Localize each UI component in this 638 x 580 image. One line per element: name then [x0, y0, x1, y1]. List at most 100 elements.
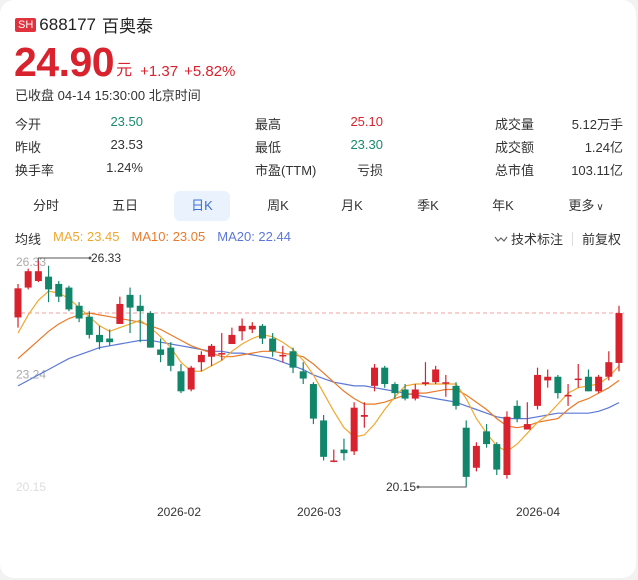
candle-body	[534, 374, 542, 406]
stat-label-pe: 市盈(TTM)	[255, 163, 317, 178]
candle-body	[279, 354, 287, 357]
tab-yearly-k[interactable]: 年K	[492, 198, 514, 213]
stat-label-turnover-amount: 成交额	[495, 140, 535, 155]
annotation-toggle[interactable]: 技术标注	[494, 229, 563, 248]
candle-body	[146, 313, 154, 348]
candle-body	[309, 384, 317, 419]
stat-label-volume: 成交量	[495, 117, 535, 132]
max-marker-line	[37, 257, 90, 261]
candle-body	[95, 334, 103, 343]
stat-label-high: 最高	[255, 117, 282, 132]
y-axis-mid: 23.24	[16, 367, 46, 381]
tab-weekly-k[interactable]: 周K	[267, 198, 289, 213]
candle-body	[208, 345, 216, 357]
candle-body	[595, 376, 603, 392]
chevron-down-icon: ∨	[596, 202, 604, 213]
candle-body	[605, 362, 613, 377]
candle-body	[615, 313, 623, 363]
candle-body	[85, 316, 93, 335]
candle-body	[432, 369, 440, 383]
candle-body	[360, 414, 368, 417]
x-axis-label: 2026-02	[157, 505, 201, 519]
candlestick-chart[interactable]: 26.33 23.24 20.15 26.33 20.15 2026-02 2026-03 2…	[0, 250, 638, 530]
candle-body	[238, 325, 246, 332]
period-tabs: 分时 五日 日K 周K 月K 季K 年K 更多 ∨	[0, 191, 638, 223]
candle-body	[248, 325, 256, 330]
candle-body	[65, 287, 73, 310]
exchange-badge: SH	[15, 17, 37, 32]
stat-value-low: 23.30	[350, 137, 383, 152]
candle-body	[106, 338, 114, 343]
candle-body	[523, 424, 531, 430]
stat-value-turnover-amount: 1.24亿	[584, 140, 623, 155]
candle-body	[116, 303, 124, 324]
price-change-pct: +5.82%	[184, 63, 236, 80]
candle-body	[228, 334, 236, 344]
min-marker-dot	[416, 485, 420, 489]
candle-body	[45, 276, 53, 290]
tab-more-label: 更多	[568, 198, 595, 213]
candle-body	[493, 444, 501, 470]
candle-body	[503, 416, 511, 476]
candle-body	[513, 405, 521, 419]
stat-value-market-cap: 103.11亿	[571, 163, 623, 178]
candle-body	[421, 382, 429, 385]
stats-grid: 今开 23.50 最高 25.10 成交量 5.12万手 昨收 23.53 最低…	[0, 110, 638, 180]
adjust-button[interactable]: 前复权	[581, 232, 621, 247]
candle-body	[554, 376, 562, 394]
max-marker-label: 26.33	[91, 251, 121, 265]
tab-five-day[interactable]: 五日	[111, 198, 138, 213]
stock-header: SH 688177 百奥泰	[15, 12, 153, 37]
candle-body	[24, 271, 32, 288]
tab-intraday[interactable]: 分时	[32, 198, 59, 213]
stat-label-low: 最低	[255, 140, 282, 155]
candle-body	[218, 353, 226, 355]
market-status: 已收盘 04-14 15:30:00 北京时间	[15, 88, 201, 103]
candle-body	[299, 371, 307, 379]
tab-quarterly-k[interactable]: 季K	[417, 198, 439, 213]
candle-body	[411, 389, 419, 399]
candle-body	[391, 384, 399, 394]
tab-daily-k[interactable]: 日K	[174, 191, 230, 221]
stat-label-prev-close: 昨收	[15, 140, 42, 155]
candle-body	[187, 367, 195, 390]
candle-body	[371, 367, 379, 386]
candle-body	[462, 427, 470, 477]
wave-icon	[494, 236, 508, 242]
candle-body	[584, 376, 592, 392]
min-marker-line	[418, 485, 467, 488]
candle-body	[340, 449, 348, 454]
candle-body	[136, 305, 144, 312]
candle-body	[442, 382, 450, 384]
candle-body	[177, 371, 185, 392]
divider	[571, 231, 573, 246]
chart-options: 技术标注 前复权	[494, 229, 621, 248]
ma10-value: MA10: 23.05	[131, 229, 206, 244]
candle-body	[34, 271, 42, 282]
tab-monthly-k[interactable]: 月K	[341, 198, 363, 213]
candle-body	[401, 389, 409, 399]
y-axis-max: 26.33	[16, 255, 46, 269]
candle-body	[75, 305, 83, 319]
ma20-value: MA20: 22.44	[217, 229, 291, 244]
ma5-value: MA5: 23.45	[53, 229, 120, 244]
stat-value-turnover-rate: 1.24%	[106, 160, 143, 175]
tech-annotation-label: 技术标注	[510, 232, 563, 247]
candle-body	[320, 420, 328, 457]
price-change: +1.37	[140, 63, 179, 80]
stat-label-market-cap: 总市值	[495, 163, 535, 178]
candle-body	[564, 394, 572, 397]
stock-code: 688177	[39, 14, 97, 34]
candle-body	[544, 376, 552, 381]
stat-value-prev-close: 23.53	[110, 137, 143, 152]
x-axis-label: 2026-03	[297, 505, 341, 519]
tab-more[interactable]: 更多 ∨	[560, 191, 612, 221]
price-row: 24.90 元 +1.37 +5.82%	[14, 40, 235, 84]
min-marker-label: 20.15	[386, 480, 416, 494]
ma5-line	[17, 290, 620, 453]
candle-body	[472, 445, 480, 468]
stat-value-volume: 5.12万手	[571, 117, 623, 132]
candle-body	[167, 347, 175, 366]
y-axis-min: 20.15	[16, 480, 46, 494]
